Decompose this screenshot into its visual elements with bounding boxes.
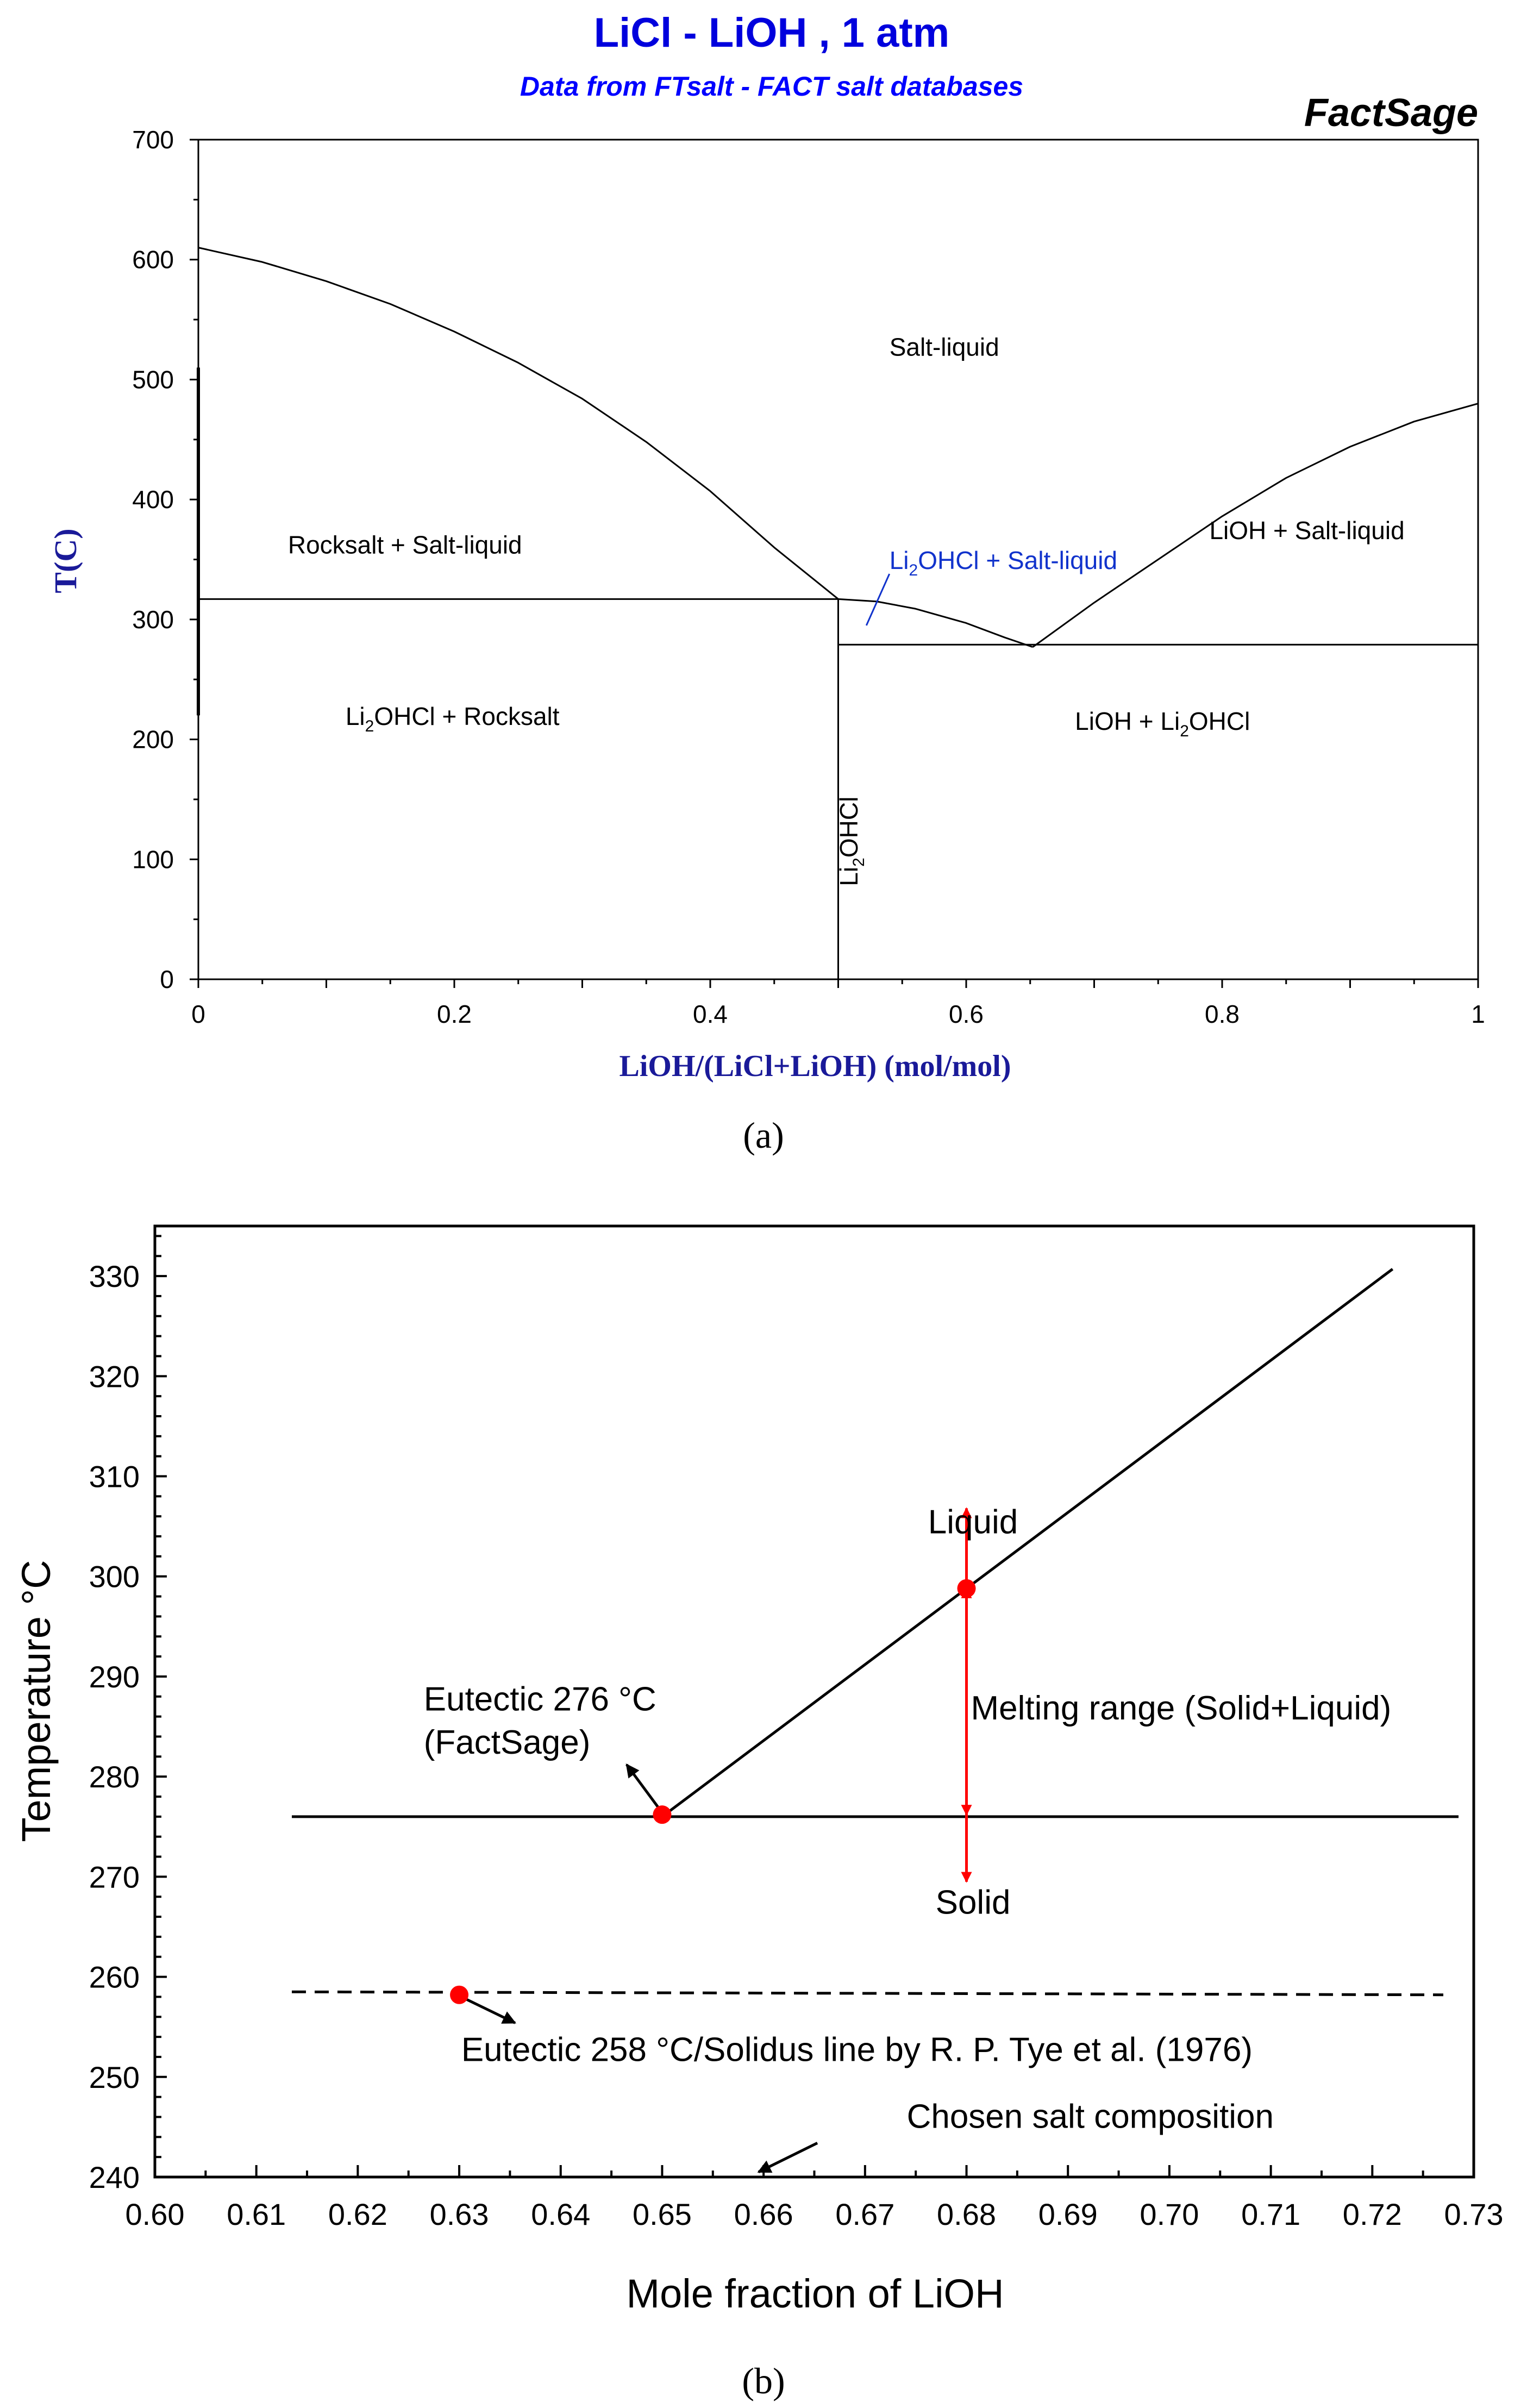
chart-b-tick-labels: 0.60 0.61 0.62 0.63 0.64 0.65 0.66 0.67 0.68 0.69…	[89, 1259, 1504, 2231]
panel-b-label: (b)	[742, 2360, 785, 2401]
x-tick-label: 1	[1471, 1000, 1485, 1028]
eutectic-factsage-arrow	[625, 1763, 664, 1813]
x-tick-label: 0.64	[531, 2197, 590, 2231]
y-tick-label: 500	[132, 365, 174, 393]
y-tick-label: 260	[89, 1960, 140, 1994]
y-tick-label: 200	[132, 725, 174, 754]
x-tick-label: 0.2	[437, 1000, 472, 1028]
series-solidus-tye	[292, 1990, 1443, 1997]
x-tick-label: 0.8	[1205, 1000, 1240, 1028]
x-tick-label: 0.62	[328, 2197, 387, 2231]
panel-b-zoomed-diagram: 0.60 0.61 0.62 0.63 0.64 0.65 0.66 0.67 0.68 0.69…	[14, 1224, 1504, 2401]
series-label-pointer	[865, 573, 891, 626]
chart-b-points	[450, 1579, 976, 2004]
chart-b-annotations: Liquid Solid Melting range (Solid+Liquid) E…	[424, 1504, 1392, 2174]
chart-b-x-axis-label: Mole fraction of LiOH	[626, 2271, 1004, 2316]
y-tick-label: 250	[89, 2060, 140, 2094]
y-tick-label: 280	[89, 1760, 140, 1794]
series-liquidus-licl-side	[198, 247, 839, 600]
x-tick-label: 0	[191, 1000, 205, 1028]
x-tick-label: 0.71	[1241, 2197, 1300, 2231]
x-tick-label: 0.66	[734, 2197, 793, 2231]
chart-a-title: LiCl - LiOH , 1 atm	[594, 10, 950, 56]
x-tick-label: 0.63	[430, 2197, 489, 2231]
x-tick-label: 0.61	[227, 2197, 286, 2231]
x-tick-label: 0.67	[835, 2197, 894, 2231]
x-tick-label: 0.65	[633, 2197, 692, 2231]
region-label-li2ohcl-rocksalt: Li2OHCl + Rocksalt	[346, 702, 560, 735]
chart-a-subtitle: Data from FTsalt - FACT salt databases	[520, 71, 1023, 102]
y-tick-label: 240	[89, 2160, 140, 2194]
x-tick-label: 0.68	[937, 2197, 996, 2231]
y-tick-label: 320	[89, 1359, 140, 1393]
y-tick-label: 400	[132, 485, 174, 514]
series-liquidus-lioh-side	[1032, 403, 1479, 648]
chart-a-y-axis-label: T(C)	[48, 528, 83, 593]
solid-label: Solid	[936, 1884, 1011, 1922]
chosen-composition-arrow	[757, 2142, 818, 2174]
y-tick-label: 330	[89, 1259, 140, 1293]
y-tick-label: 600	[132, 246, 174, 274]
chart-b-y-axis-label: Temperature °C	[14, 1560, 59, 1842]
series-liquidus-li2ohcl	[838, 598, 1033, 648]
point-liquidus-at-chosen	[957, 1579, 976, 1598]
x-tick-label: 0.72	[1343, 2197, 1402, 2231]
y-tick-label: 700	[132, 126, 174, 154]
melting-range-label: Melting range (Solid+Liquid)	[971, 1690, 1392, 1727]
chart-b-series-group	[292, 1268, 1459, 1997]
region-label-lioh-salt-liquid: LiOH + Salt-liquid	[1209, 516, 1404, 545]
y-tick-label: 300	[132, 605, 174, 634]
eutectic-tye-label: Eutectic 258 °C/Solidus line by R. P. Ty…	[461, 2031, 1253, 2068]
point-eutectic-tye	[450, 1985, 469, 2004]
factsage-watermark: FactSage	[1304, 91, 1478, 135]
eutectic-factsage-source-label: (FactSage)	[424, 1724, 591, 1761]
series-liquidus	[661, 1268, 1394, 1818]
x-tick-label: 0.70	[1140, 2197, 1199, 2231]
panel-a-phase-diagram: LiCl - LiOH , 1 atm Data from FTsalt - F…	[48, 10, 1485, 1156]
x-tick-label: 0.73	[1444, 2197, 1504, 2231]
point-eutectic-factsage	[653, 1805, 672, 1824]
x-tick-label: 0.4	[693, 1000, 728, 1028]
x-tick-label: 0.6	[949, 1000, 984, 1028]
y-tick-label: 270	[89, 1860, 140, 1894]
chart-a-region-labels: Salt-liquid Rocksalt + Salt-liquid Li2OHCl…	[288, 333, 1405, 886]
chart-a-series-group	[197, 247, 1479, 979]
chart-a-x-axis-label: LiOH/(LiCl+LiOH) (mol/mol)	[619, 1049, 1011, 1083]
eutectic-factsage-label: Eutectic 276 °C	[424, 1681, 656, 1718]
x-tick-label: 0.69	[1038, 2197, 1098, 2231]
y-tick-label: 300	[89, 1560, 140, 1594]
y-tick-label: 100	[132, 845, 174, 873]
chart-a-axis-ticks	[190, 139, 1479, 988]
chart-b-axis-ticks	[154, 1235, 1475, 2178]
panel-a-label: (a)	[743, 1115, 784, 1156]
y-tick-label: 290	[89, 1660, 140, 1694]
eutectic-tye-arrow	[460, 1996, 517, 2024]
region-label-rocksalt-salt-liquid: Rocksalt + Salt-liquid	[288, 530, 522, 559]
region-label-salt-liquid: Salt-liquid	[890, 333, 999, 361]
chosen-composition-label: Chosen salt composition	[907, 2098, 1274, 2136]
region-label-lioh-li2ohcl: LiOH + Li2OHCl	[1075, 707, 1250, 740]
x-tick-label: 0.60	[126, 2197, 185, 2231]
y-tick-label: 310	[89, 1460, 140, 1494]
region-label-li2ohcl-salt-liquid: Li2OHCl + Salt-liquid	[890, 546, 1117, 579]
region-label-li2ohcl-vertical: Li2OHCl	[835, 797, 868, 886]
y-tick-label: 0	[160, 965, 174, 993]
chart-a-tick-labels: 0 0.2 0.4 0.6 0.8 1 0 100 200 300 400 500 600 700	[132, 126, 1485, 1028]
liquid-label: Liquid	[928, 1504, 1018, 1541]
